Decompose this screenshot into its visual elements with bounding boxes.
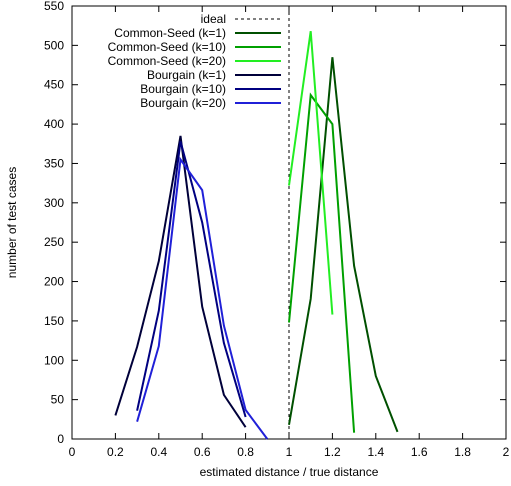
x-tick-label: 1.6 (411, 445, 428, 459)
y-tick-label: 300 (44, 196, 64, 210)
x-tick-label: 2 (503, 445, 510, 459)
x-tick-label: 0 (69, 445, 76, 459)
x-tick-label: 1.4 (367, 445, 384, 459)
legend-label: Bourgain (k=1) (147, 68, 226, 82)
x-tick-label: 1 (286, 445, 293, 459)
x-tick-label: 1.2 (324, 445, 341, 459)
y-tick-label: 150 (44, 314, 64, 328)
y-tick-label: 50 (51, 393, 65, 407)
legend-label: Common-Seed (k=1) (114, 26, 226, 40)
x-tick-label: 1.8 (454, 445, 471, 459)
y-tick-label: 450 (44, 78, 64, 92)
series-line-3 (288, 31, 334, 315)
y-tick-label: 0 (57, 432, 64, 446)
x-tick-label: 0.4 (150, 445, 167, 459)
y-tick-label: 400 (44, 117, 64, 131)
lines-layer (114, 6, 399, 440)
series-line-4 (114, 135, 247, 428)
y-tick-label: 550 (44, 0, 64, 13)
series-line-6 (136, 156, 269, 440)
y-axis-label: number of test cases (5, 167, 19, 278)
y-tick-label: 350 (44, 156, 64, 170)
series-line-2 (288, 92, 356, 433)
x-tick-label: 0.2 (107, 445, 124, 459)
legend-label: Common-Seed (k=10) (108, 40, 226, 54)
x-axis-label: estimated distance / true distance (200, 465, 379, 479)
y-tick-label: 200 (44, 275, 64, 289)
legend-label: Common-Seed (k=20) (108, 54, 226, 68)
series-line-5 (136, 141, 247, 418)
legend-label: ideal (201, 12, 226, 26)
series-line-1 (288, 57, 399, 433)
x-tick-label: 0.6 (194, 445, 211, 459)
legend-label: Bourgain (k=10) (140, 82, 226, 96)
legend-label: Bourgain (k=20) (140, 96, 226, 110)
y-tick-label: 250 (44, 235, 64, 249)
y-tick-label: 500 (44, 38, 64, 52)
y-tick-label: 100 (44, 353, 64, 367)
ticks-layer: 0 0.2 0.4 0.6 0.8 1 1.2 1.4 1.6 1.8 2 0 50 100 150 200 2… (44, 0, 510, 459)
x-tick-label: 0.8 (237, 445, 254, 459)
